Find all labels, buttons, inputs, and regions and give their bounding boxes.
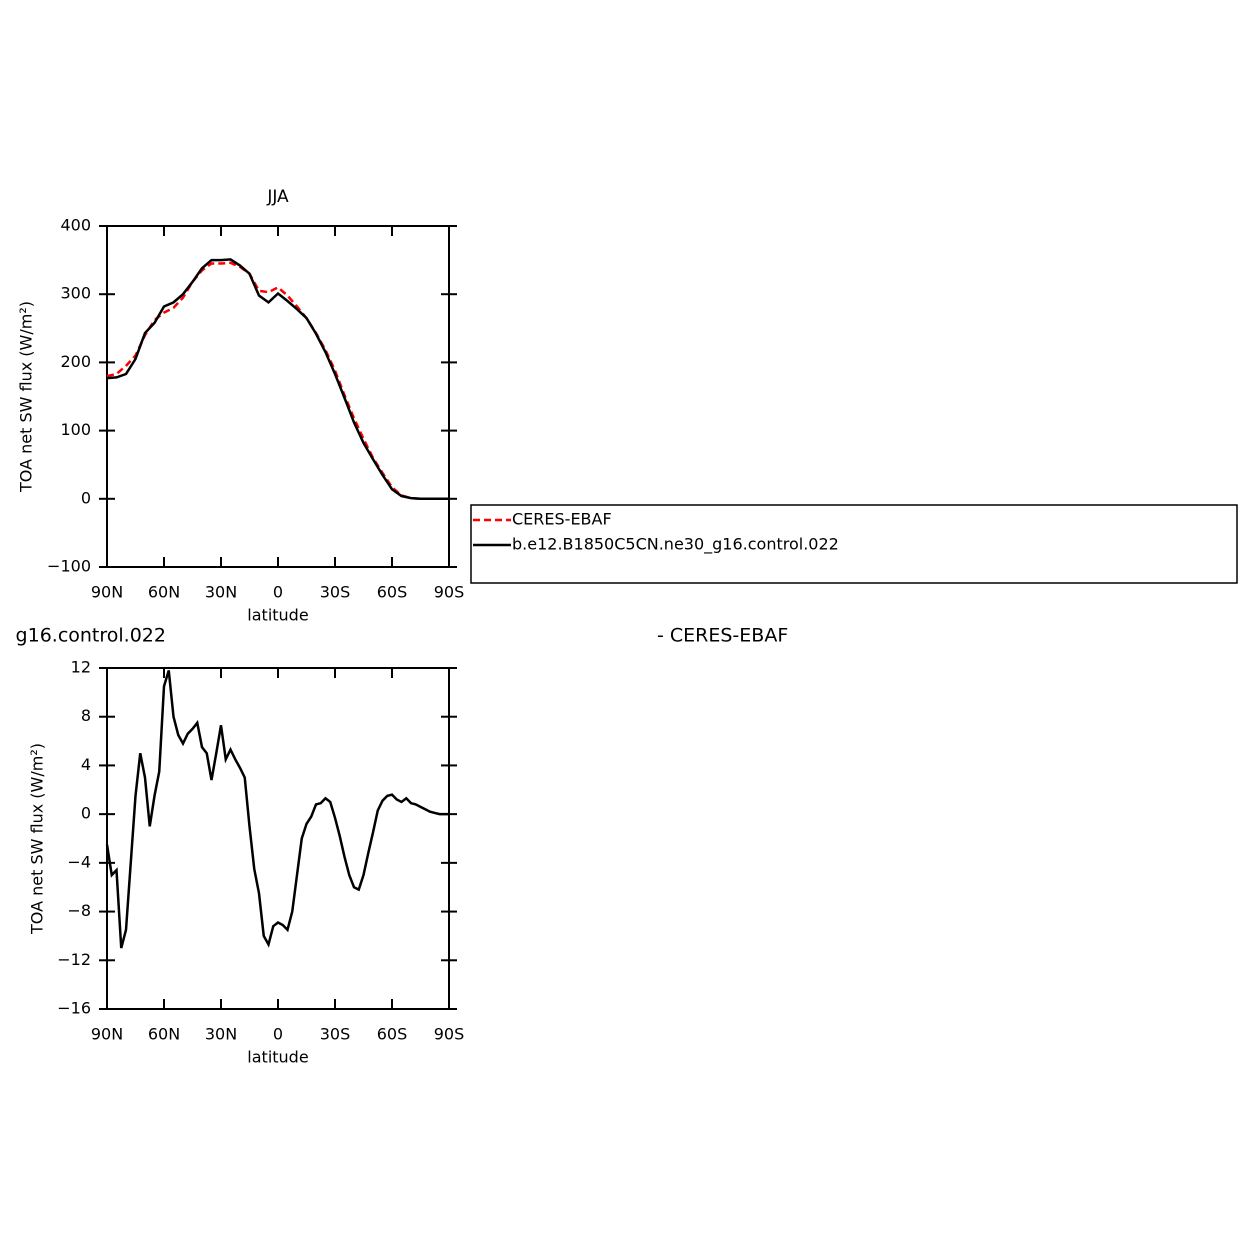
x-tick-label: 30N — [205, 583, 237, 602]
x-tick-label: 30S — [320, 1025, 351, 1044]
y-tick-label: 200 — [60, 352, 91, 371]
y-tick-label: 400 — [60, 216, 91, 235]
chart-title-left: g16.control.022 — [16, 625, 166, 647]
x-tick-label: 90N — [91, 1025, 123, 1044]
y-tick-label: −16 — [57, 999, 91, 1018]
y-tick-label: 100 — [60, 420, 91, 439]
x-tick-label: 0 — [273, 583, 283, 602]
chart-title-right: - CERES-EBAF — [657, 625, 788, 647]
x-tick-label: 30N — [205, 1025, 237, 1044]
chart-title: JJA — [266, 187, 289, 207]
data-line — [105, 670, 449, 949]
x-tick-label: 30S — [320, 583, 351, 602]
x-tick-label: 60S — [377, 583, 408, 602]
y-tick-label: −12 — [57, 950, 91, 969]
y-tick-label: 0 — [81, 804, 91, 823]
x-axis-label: latitude — [247, 1048, 308, 1067]
data-line — [106, 258, 449, 501]
x-axis-label: latitude — [247, 606, 308, 625]
x-tick-label: 60S — [377, 1025, 408, 1044]
y-tick-label: −100 — [47, 557, 91, 576]
plot-frame — [106, 667, 450, 1010]
y-tick-label: −4 — [67, 852, 91, 871]
x-tick-label: 0 — [273, 1025, 283, 1044]
y-tick-label: −8 — [67, 901, 91, 920]
x-tick-label: 90N — [91, 583, 123, 602]
y-tick-label: 0 — [81, 488, 91, 507]
y-axis-label: TOA net SW flux (W/m²) — [28, 743, 47, 935]
x-tick-label: 60N — [148, 583, 180, 602]
legend-label: b.e12.B1850C5CN.ne30_g16.control.022 — [512, 535, 839, 555]
legend-box — [470, 504, 1238, 584]
y-tick-label: 8 — [81, 706, 91, 725]
y-tick-label: 4 — [81, 755, 91, 774]
y-axis-label: TOA net SW flux (W/m²) — [17, 301, 36, 493]
x-tick-label: 60N — [148, 1025, 180, 1044]
legend-label: CERES-EBAF — [512, 510, 612, 529]
plot-frame — [106, 225, 450, 568]
x-tick-label: 90S — [434, 1025, 465, 1044]
x-tick-label: 90S — [434, 583, 465, 602]
y-tick-label: 12 — [71, 658, 91, 677]
data-line — [106, 261, 449, 501]
y-tick-label: 300 — [60, 284, 91, 303]
